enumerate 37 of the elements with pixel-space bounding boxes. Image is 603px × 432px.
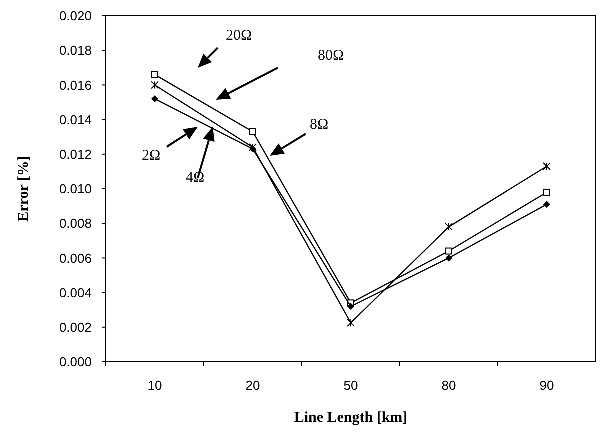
point bbox=[544, 201, 550, 208]
y-tick-label: 0.014 bbox=[59, 112, 92, 128]
y-tick-label: 0.012 bbox=[59, 146, 92, 162]
y-tick-label: 0.016 bbox=[59, 78, 92, 93]
x-tick-label: 90 bbox=[540, 378, 554, 393]
point bbox=[250, 128, 256, 136]
y-tick-label: 0.008 bbox=[59, 216, 92, 232]
point bbox=[348, 303, 354, 310]
y-tick-label: 0.002 bbox=[59, 320, 92, 335]
y-tick-label: 0.020 bbox=[59, 8, 92, 24]
point bbox=[347, 319, 355, 328]
point bbox=[446, 248, 452, 255]
point bbox=[249, 143, 257, 152]
point bbox=[152, 96, 158, 103]
point bbox=[446, 254, 452, 262]
x-tick-label: 10 bbox=[148, 378, 162, 393]
annotation: 20Ω bbox=[226, 28, 252, 44]
y-tick-label: 0.006 bbox=[59, 250, 92, 266]
annotation: 4Ω bbox=[186, 170, 205, 186]
annotation: 2Ω bbox=[142, 148, 161, 164]
point bbox=[152, 71, 158, 78]
point bbox=[543, 162, 551, 171]
y-tick-label: 0.010 bbox=[59, 182, 92, 197]
y-tick-label: 0.018 bbox=[59, 43, 92, 58]
x-tick-label: 20 bbox=[246, 378, 260, 393]
y-axis-title: Error [%] bbox=[16, 156, 32, 222]
point bbox=[250, 146, 256, 153]
y-tick-label: 0.004 bbox=[59, 285, 92, 300]
annotation: 8Ω bbox=[310, 117, 329, 133]
point bbox=[151, 81, 159, 90]
x-tick-label: 50 bbox=[344, 378, 358, 393]
y-tick-label: 0.000 bbox=[59, 354, 92, 370]
x-axis-title: Line Length [km] bbox=[294, 410, 408, 426]
point bbox=[445, 223, 453, 232]
x-tick-label: 80 bbox=[442, 378, 456, 393]
point bbox=[544, 188, 550, 196]
annotation: 80Ω bbox=[318, 48, 344, 64]
